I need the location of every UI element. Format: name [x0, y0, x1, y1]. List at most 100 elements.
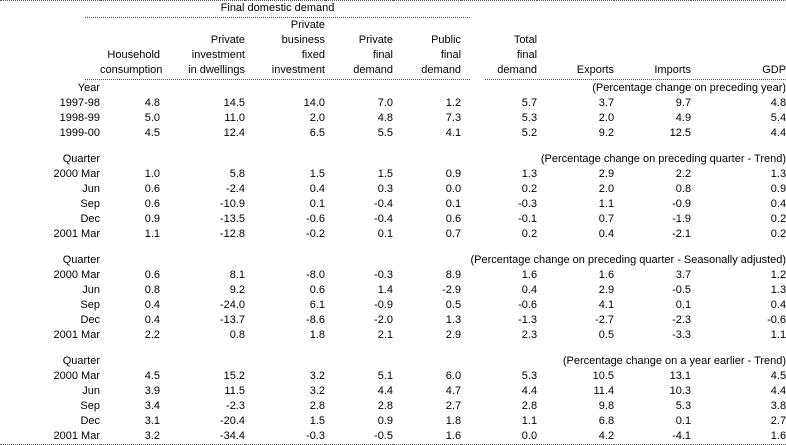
table-row: Dec 3.1 -20.4 1.5 0.9 1.8 1.1 6.8 0.1 2.7 — [0, 414, 786, 429]
table-body: Year (Percentage change on preceding year… — [0, 81, 786, 445]
value-cell: 0.0 — [521, 430, 538, 442]
value-cell: 11.0 — [224, 112, 245, 124]
value-cell: 9.7 — [675, 97, 692, 109]
value-cell: 0.1 — [675, 299, 692, 311]
value-cell: 1.5 — [309, 168, 325, 180]
col-header-imports: Imports — [654, 64, 692, 76]
value-cell: 1.2 — [770, 269, 786, 281]
value-cell: 0.5 — [598, 329, 615, 341]
value-cell: 4.4 — [770, 385, 786, 397]
value-cell: -0.3 — [518, 198, 538, 210]
value-cell: 0.0 — [445, 183, 462, 195]
table-row: 2001 Mar 3.2 -34.4 -0.3 -0.5 1.6 0.0 4.2 -4.1 1.6 — [0, 429, 786, 445]
value-cell: 2.9 — [598, 284, 615, 296]
value-cell: -0.3 — [374, 269, 393, 281]
header-rule-left — [85, 79, 471, 81]
value-cell: 0.1 — [309, 198, 325, 210]
value-cell: 5.7 — [521, 97, 538, 109]
value-cell: 0.4 — [144, 299, 160, 311]
value-cell: 1.0 — [144, 168, 160, 180]
table-row: Dec 0.9 -13.5 -0.6 -0.4 0.6 -0.1 0.7 -1.9 0.2 — [0, 212, 786, 227]
value-cell: 3.8 — [770, 400, 786, 412]
value-cell: 5.2 — [521, 127, 538, 139]
value-cell: 0.2 — [770, 228, 786, 240]
value-cell: -2.9 — [442, 284, 462, 296]
value-cell: 2.0 — [598, 112, 615, 124]
value-cell: 1.1 — [521, 415, 538, 427]
value-cell: 0.6 — [144, 183, 160, 195]
value-cell: 10.5 — [592, 370, 615, 382]
section-spacer — [0, 343, 786, 354]
value-cell: 4.2 — [598, 430, 615, 442]
col-header-total-final-demand: Total final demand — [497, 34, 538, 76]
value-cell: -0.4 — [374, 213, 393, 225]
row-label: 1999-00 — [59, 127, 100, 139]
value-cell: -0.1 — [518, 213, 538, 225]
table-row: 2000 Mar 1.0 5.8 1.5 1.5 0.9 1.3 2.9 2.2 1.3 — [0, 167, 786, 182]
row-label: 2001 Mar — [53, 430, 100, 442]
value-cell: 2.9 — [598, 168, 615, 180]
value-cell: 0.5 — [445, 299, 462, 311]
value-cell: 11.5 — [224, 385, 245, 397]
value-cell: 3.7 — [675, 269, 692, 281]
value-cell: 5.8 — [229, 168, 245, 180]
value-cell: -0.6 — [518, 299, 538, 311]
value-cell: 2.7 — [445, 400, 462, 412]
value-cell: 9.2 — [598, 127, 615, 139]
value-cell: 2.8 — [377, 400, 393, 412]
table-row: 1999-00 4.5 12.4 6.5 5.5 4.1 5.2 9.2 12.5 4.4 — [0, 126, 786, 141]
table-row: 2001 Mar 2.2 0.8 1.8 2.1 2.9 2.3 0.5 -3.3 1.1 — [0, 328, 786, 343]
col-header-private-business-fixed-investment: Private business fixed investment — [271, 19, 325, 76]
row-label: Jun — [82, 385, 100, 397]
header-stub-empty — [0, 18, 100, 78]
value-cell: 0.7 — [445, 228, 462, 240]
col-header-gdp: GDP — [762, 64, 786, 76]
value-cell: -4.1 — [672, 430, 692, 442]
value-cell: 4.9 — [675, 112, 692, 124]
table-row: Sep 0.4 -24.0 6.1 -0.9 0.5 -0.6 4.1 0.1 0.4 — [0, 298, 786, 313]
value-cell: 0.1 — [675, 415, 692, 427]
value-cell: 1.3 — [770, 284, 786, 296]
value-cell: -34.4 — [219, 430, 245, 442]
section-header-row: Quarter (Percentage change on preceding q… — [0, 253, 786, 268]
group-header-label: Final domestic demand — [85, 1, 471, 18]
value-cell: -24.0 — [219, 299, 245, 311]
row-label: Sep — [80, 299, 100, 311]
section-header-row: Year (Percentage change on preceding year… — [0, 81, 786, 96]
row-label: 1998-99 — [59, 112, 100, 124]
value-cell: 4.4 — [770, 127, 786, 139]
value-cell: 1.8 — [309, 329, 325, 341]
value-cell: 0.2 — [770, 213, 786, 225]
value-cell: 0.3 — [377, 183, 393, 195]
value-cell: 2.7 — [770, 415, 786, 427]
section-spacer — [0, 141, 786, 152]
value-cell: 0.4 — [770, 299, 786, 311]
value-cell: 1.3 — [445, 314, 462, 326]
section-note: (Percentage change on a year earlier - T… — [562, 355, 786, 367]
value-cell: 1.5 — [377, 168, 393, 180]
value-cell: -12.8 — [219, 228, 245, 240]
value-cell: -13.5 — [219, 213, 245, 225]
section-spacer — [0, 242, 786, 253]
value-cell: 0.6 — [309, 284, 325, 296]
value-cell: 2.0 — [598, 183, 615, 195]
value-cell: 0.9 — [445, 168, 462, 180]
value-cell: 4.8 — [377, 112, 393, 124]
row-label: 1997-98 — [59, 97, 100, 109]
table-row: 2000 Mar 0.6 8.1 -8.0 -0.3 8.9 1.6 1.6 3.7 1.2 — [0, 268, 786, 283]
value-cell: -0.2 — [306, 228, 325, 240]
value-cell: 3.4 — [144, 400, 160, 412]
value-cell: 2.1 — [377, 329, 393, 341]
value-cell: 3.2 — [144, 430, 160, 442]
value-cell: 3.9 — [144, 385, 160, 397]
group-header-row: Final domestic demand — [0, 1, 786, 18]
value-cell: 5.3 — [675, 400, 692, 412]
value-cell: 15.2 — [223, 370, 245, 382]
value-cell: -0.4 — [374, 198, 393, 210]
value-cell: 4.4 — [521, 385, 538, 397]
value-cell: -2.4 — [226, 183, 245, 195]
value-cell: 2.2 — [675, 168, 692, 180]
section-header-row: Quarter (Percentage change on preceding q… — [0, 152, 786, 167]
value-cell: 14.0 — [303, 97, 325, 109]
value-cell: 4.8 — [144, 97, 160, 109]
